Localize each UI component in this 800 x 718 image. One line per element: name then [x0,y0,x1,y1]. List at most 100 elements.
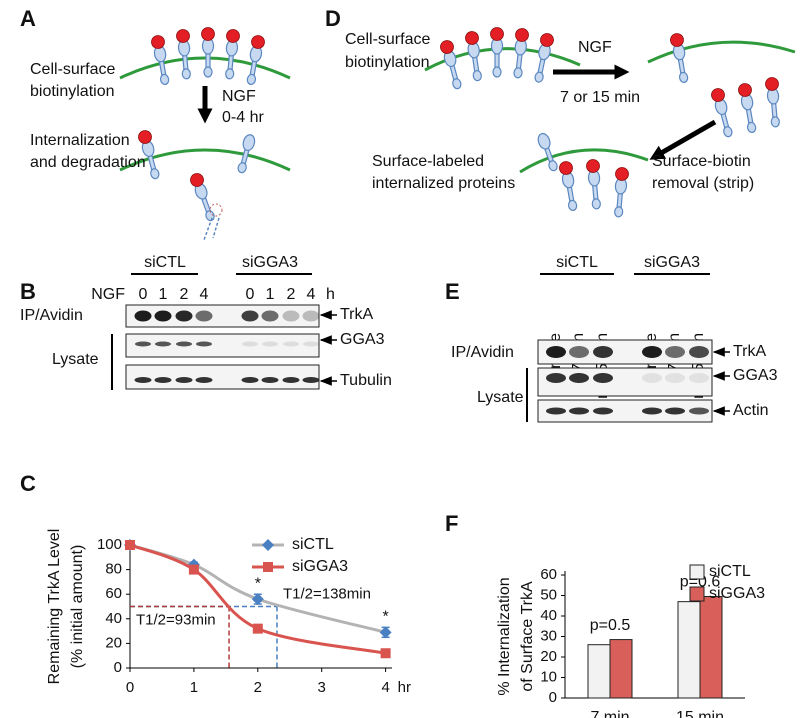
band [665,373,685,383]
receptor-head [242,134,256,152]
target-label: Tubulin [340,372,392,389]
y-axis-label: % Internalization [496,577,513,695]
lane-label: 1 [266,286,275,303]
receptor-foot [591,198,601,210]
group-label: siGGA3 [242,254,298,271]
group-label: siGGA3 [644,254,700,271]
band [303,341,319,347]
receptor [225,29,240,80]
receptor-foot [181,68,191,80]
lane-label: 0 [246,286,255,303]
receptor-foot [237,162,247,174]
panel-label: E [445,279,460,304]
band [261,310,279,322]
y-tick-label: 10 [540,668,557,685]
biotin [251,35,265,49]
biotin [138,130,152,144]
biotin [559,161,573,175]
receptor-foot [492,66,502,78]
band [155,341,171,347]
band [195,377,213,383]
lane-label: 1 [159,286,168,303]
biotin [711,88,725,102]
lane-label: 0 [139,286,148,303]
receptor-foot [150,168,160,180]
band [642,407,662,415]
band [689,373,709,383]
receptor [670,33,689,83]
target-label: GGA3 [733,367,778,384]
band [302,377,320,383]
x-tick-label: 0 [126,679,134,696]
legend-label: siCTL [709,563,751,580]
receptor [201,27,215,78]
band [546,373,566,383]
step-label: biotinylation [30,83,115,100]
membrane [647,40,796,64]
receptor-foot [746,121,757,133]
blot [125,364,320,390]
significance: * [382,609,388,626]
step-label: Cell-surface [30,61,115,78]
step-label: internalized proteins [372,175,515,192]
biotin [586,159,600,173]
treatment-label: NGF [578,39,612,56]
band [175,310,193,322]
panel-label: A [20,6,36,31]
target-label: Actin [733,402,769,419]
biotin [226,29,240,43]
bar [609,639,633,699]
blot [125,333,320,358]
y-axis-label: of Surface TrkA [519,581,536,692]
biotin [151,35,165,49]
receptor [765,77,780,128]
blot [125,304,320,328]
lane-label: 2 [287,286,296,303]
step-label: and degradation [30,154,146,171]
receptor [465,31,482,82]
receptor [586,159,601,210]
biotin [465,31,479,45]
y-axis-label: (% initial amount) [69,545,86,669]
band [689,346,709,358]
y-tick-label: 0 [549,689,557,706]
p-value: p=0.5 [590,617,631,634]
receptor [559,161,578,211]
biotin [765,77,779,91]
half-life-label: T1/2=93min [136,611,216,628]
receptor-foot [770,116,780,128]
panel-label: C [20,471,36,496]
arrow [649,119,717,160]
band [241,377,259,383]
band [282,377,300,383]
receptor-foot [534,71,544,83]
x-tick-label: 7 min [590,709,629,718]
y-tick-label: 20 [540,648,557,665]
unit-label: h [326,286,335,303]
band [135,341,151,347]
biotin [440,40,454,54]
point [251,593,264,606]
receptor [738,83,757,133]
target-label: TrkA [733,343,767,360]
significance: * [255,575,261,592]
receptor [534,33,554,83]
band [642,346,662,358]
receptor [176,29,191,80]
step-label: removal (strip) [652,175,754,192]
legend-label: siGGA3 [709,585,765,602]
receptor-foot [452,78,462,90]
band [593,346,613,358]
half-life-label: T1/2=138min [283,585,371,602]
receptor-foot [723,126,733,138]
band [642,373,662,383]
band [175,377,193,383]
receptor-foot [513,67,523,79]
y-tick-label: 80 [105,561,122,578]
x-unit-label: hr [398,679,411,696]
band [665,346,685,358]
step-label: Surface-labeled [372,153,484,170]
bar [587,644,611,699]
row-label: Lysate [477,389,524,406]
